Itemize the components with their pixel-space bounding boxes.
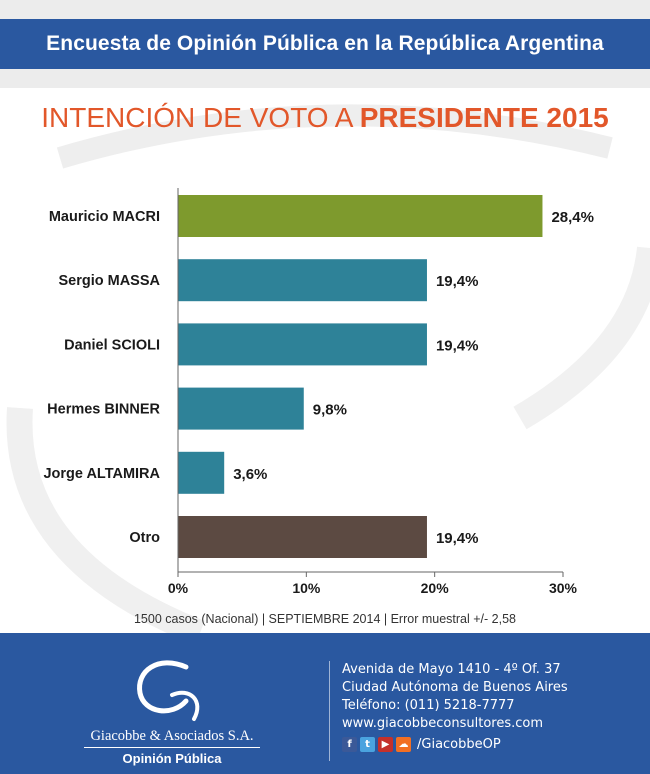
company-name: Giacobbe & Asociados S.A. (90, 728, 254, 744)
data-label: 19,4% (436, 273, 479, 290)
x-tick-label: 30% (549, 580, 578, 596)
company-divider (84, 747, 260, 748)
soundcloud-icon[interactable]: ☁ (396, 737, 411, 752)
x-tick-label: 20% (421, 580, 450, 596)
category-label: Sergio MASSA (58, 273, 160, 289)
bar (178, 323, 427, 366)
bar (178, 516, 427, 558)
data-label: 9,8% (313, 402, 347, 419)
x-tick-label: 10% (292, 580, 321, 596)
social-handle[interactable]: /GiacobbeOP (417, 737, 501, 752)
company-subtitle: Opinión Pública (122, 751, 222, 766)
chart-title: INTENCIÓN DE VOTO A PRESIDENTE 2015 (0, 102, 650, 134)
header-bar: Encuesta de Opinión Pública en la Repúbl… (0, 0, 650, 88)
website-link[interactable]: www.giacobbeconsultores.com (342, 716, 544, 731)
bar (178, 259, 427, 302)
category-label: Mauricio MACRI (49, 209, 160, 225)
contact-info: Avenida de Mayo 1410 - 4º Of. 37 Ciudad … (342, 661, 568, 733)
phone-number: Teléfono: (011) 5218-7777 (342, 698, 515, 713)
category-label: Daniel SCIOLI (64, 337, 160, 353)
bar (178, 387, 304, 430)
header-title: Encuesta de Opinión Pública en la Repúbl… (46, 32, 604, 55)
youtube-icon[interactable]: ▶ (378, 737, 393, 752)
chart-area: INTENCIÓN DE VOTO A PRESIDENTE 2015 Maur… (0, 88, 650, 633)
category-label: Jorge ALTAMIRA (43, 466, 160, 482)
background-swirl (6, 104, 650, 633)
address-line-2: Ciudad Autónoma de Buenos Aires (342, 680, 568, 695)
category-label: Otro (129, 530, 160, 546)
bar-chart: Mauricio MACRI 28,4% Sergio MASSA 19,4% Dani… (43, 188, 594, 596)
data-label: 28,4% (551, 209, 594, 226)
footer: Giacobbe & Asociados S.A. Opinión Públic… (0, 633, 650, 774)
data-label: 3,6% (233, 466, 267, 483)
chart-footnote: 1500 casos (Nacional) | SEPTIEMBRE 2014 … (133, 612, 516, 626)
data-label: 19,4% (436, 337, 479, 354)
bar (178, 451, 225, 494)
category-label: Hermes BINNER (47, 402, 160, 418)
twitter-icon[interactable]: t (360, 737, 375, 752)
header-banner: Encuesta de Opinión Pública en la Repúbl… (0, 19, 650, 69)
chart-title-part1: INTENCIÓN DE VOTO A (41, 102, 360, 133)
company-logo-icon (137, 660, 200, 721)
social-links: f t ▶ ☁ /GiacobbeOP (342, 737, 501, 752)
chart-title-part2: PRESIDENTE 2015 (359, 102, 609, 133)
data-label: 19,4% (436, 530, 479, 547)
address-line-1: Avenida de Mayo 1410 - 4º Of. 37 (342, 662, 561, 677)
footer-divider (329, 661, 330, 761)
bar (178, 195, 543, 237)
facebook-icon[interactable]: f (342, 737, 357, 752)
x-tick-label: 0% (168, 580, 189, 596)
